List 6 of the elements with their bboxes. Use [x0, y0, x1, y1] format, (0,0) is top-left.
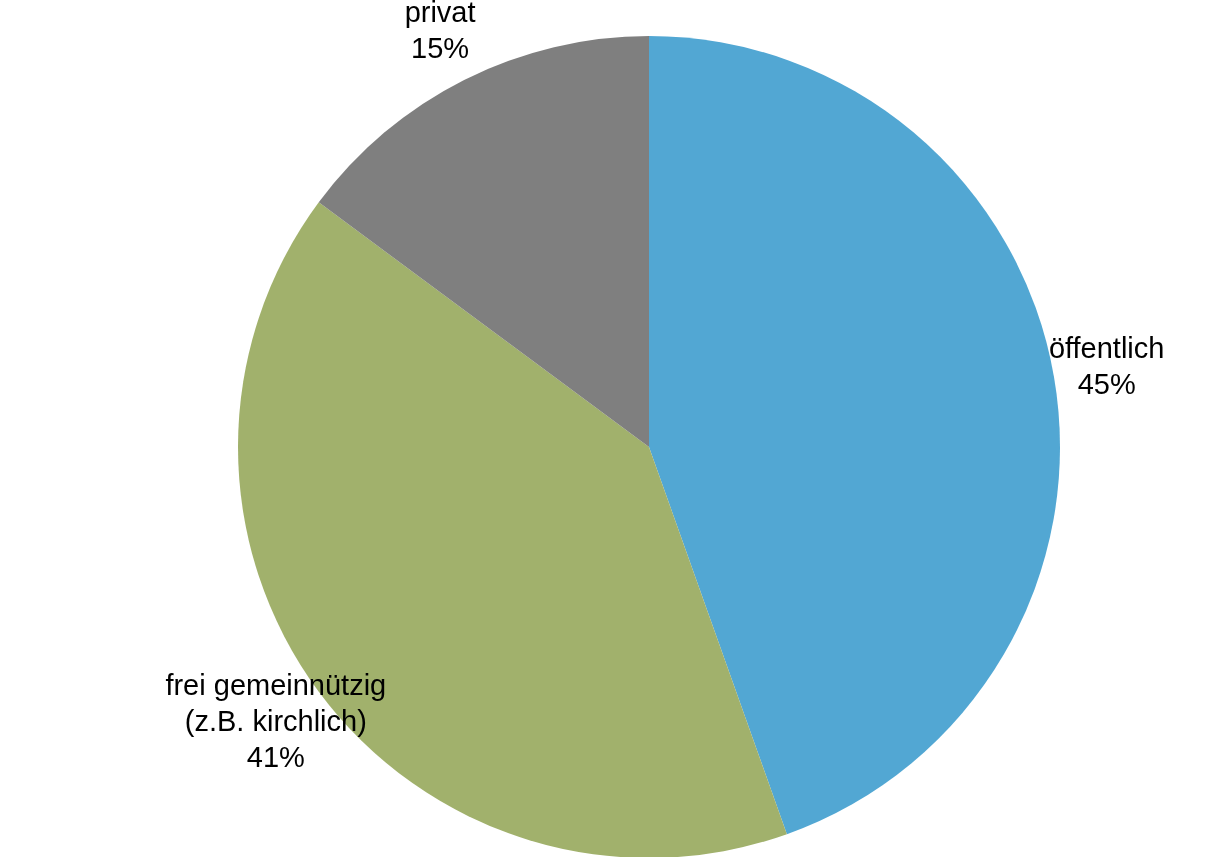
- pie-slice: [318, 36, 649, 447]
- slice-label: privat: [404, 0, 476, 28]
- data-label: 15%: [411, 31, 470, 64]
- slice-label: öffentlich: [1048, 331, 1165, 364]
- data-label: 41%: [246, 741, 305, 774]
- data-label: 45%: [1077, 367, 1136, 400]
